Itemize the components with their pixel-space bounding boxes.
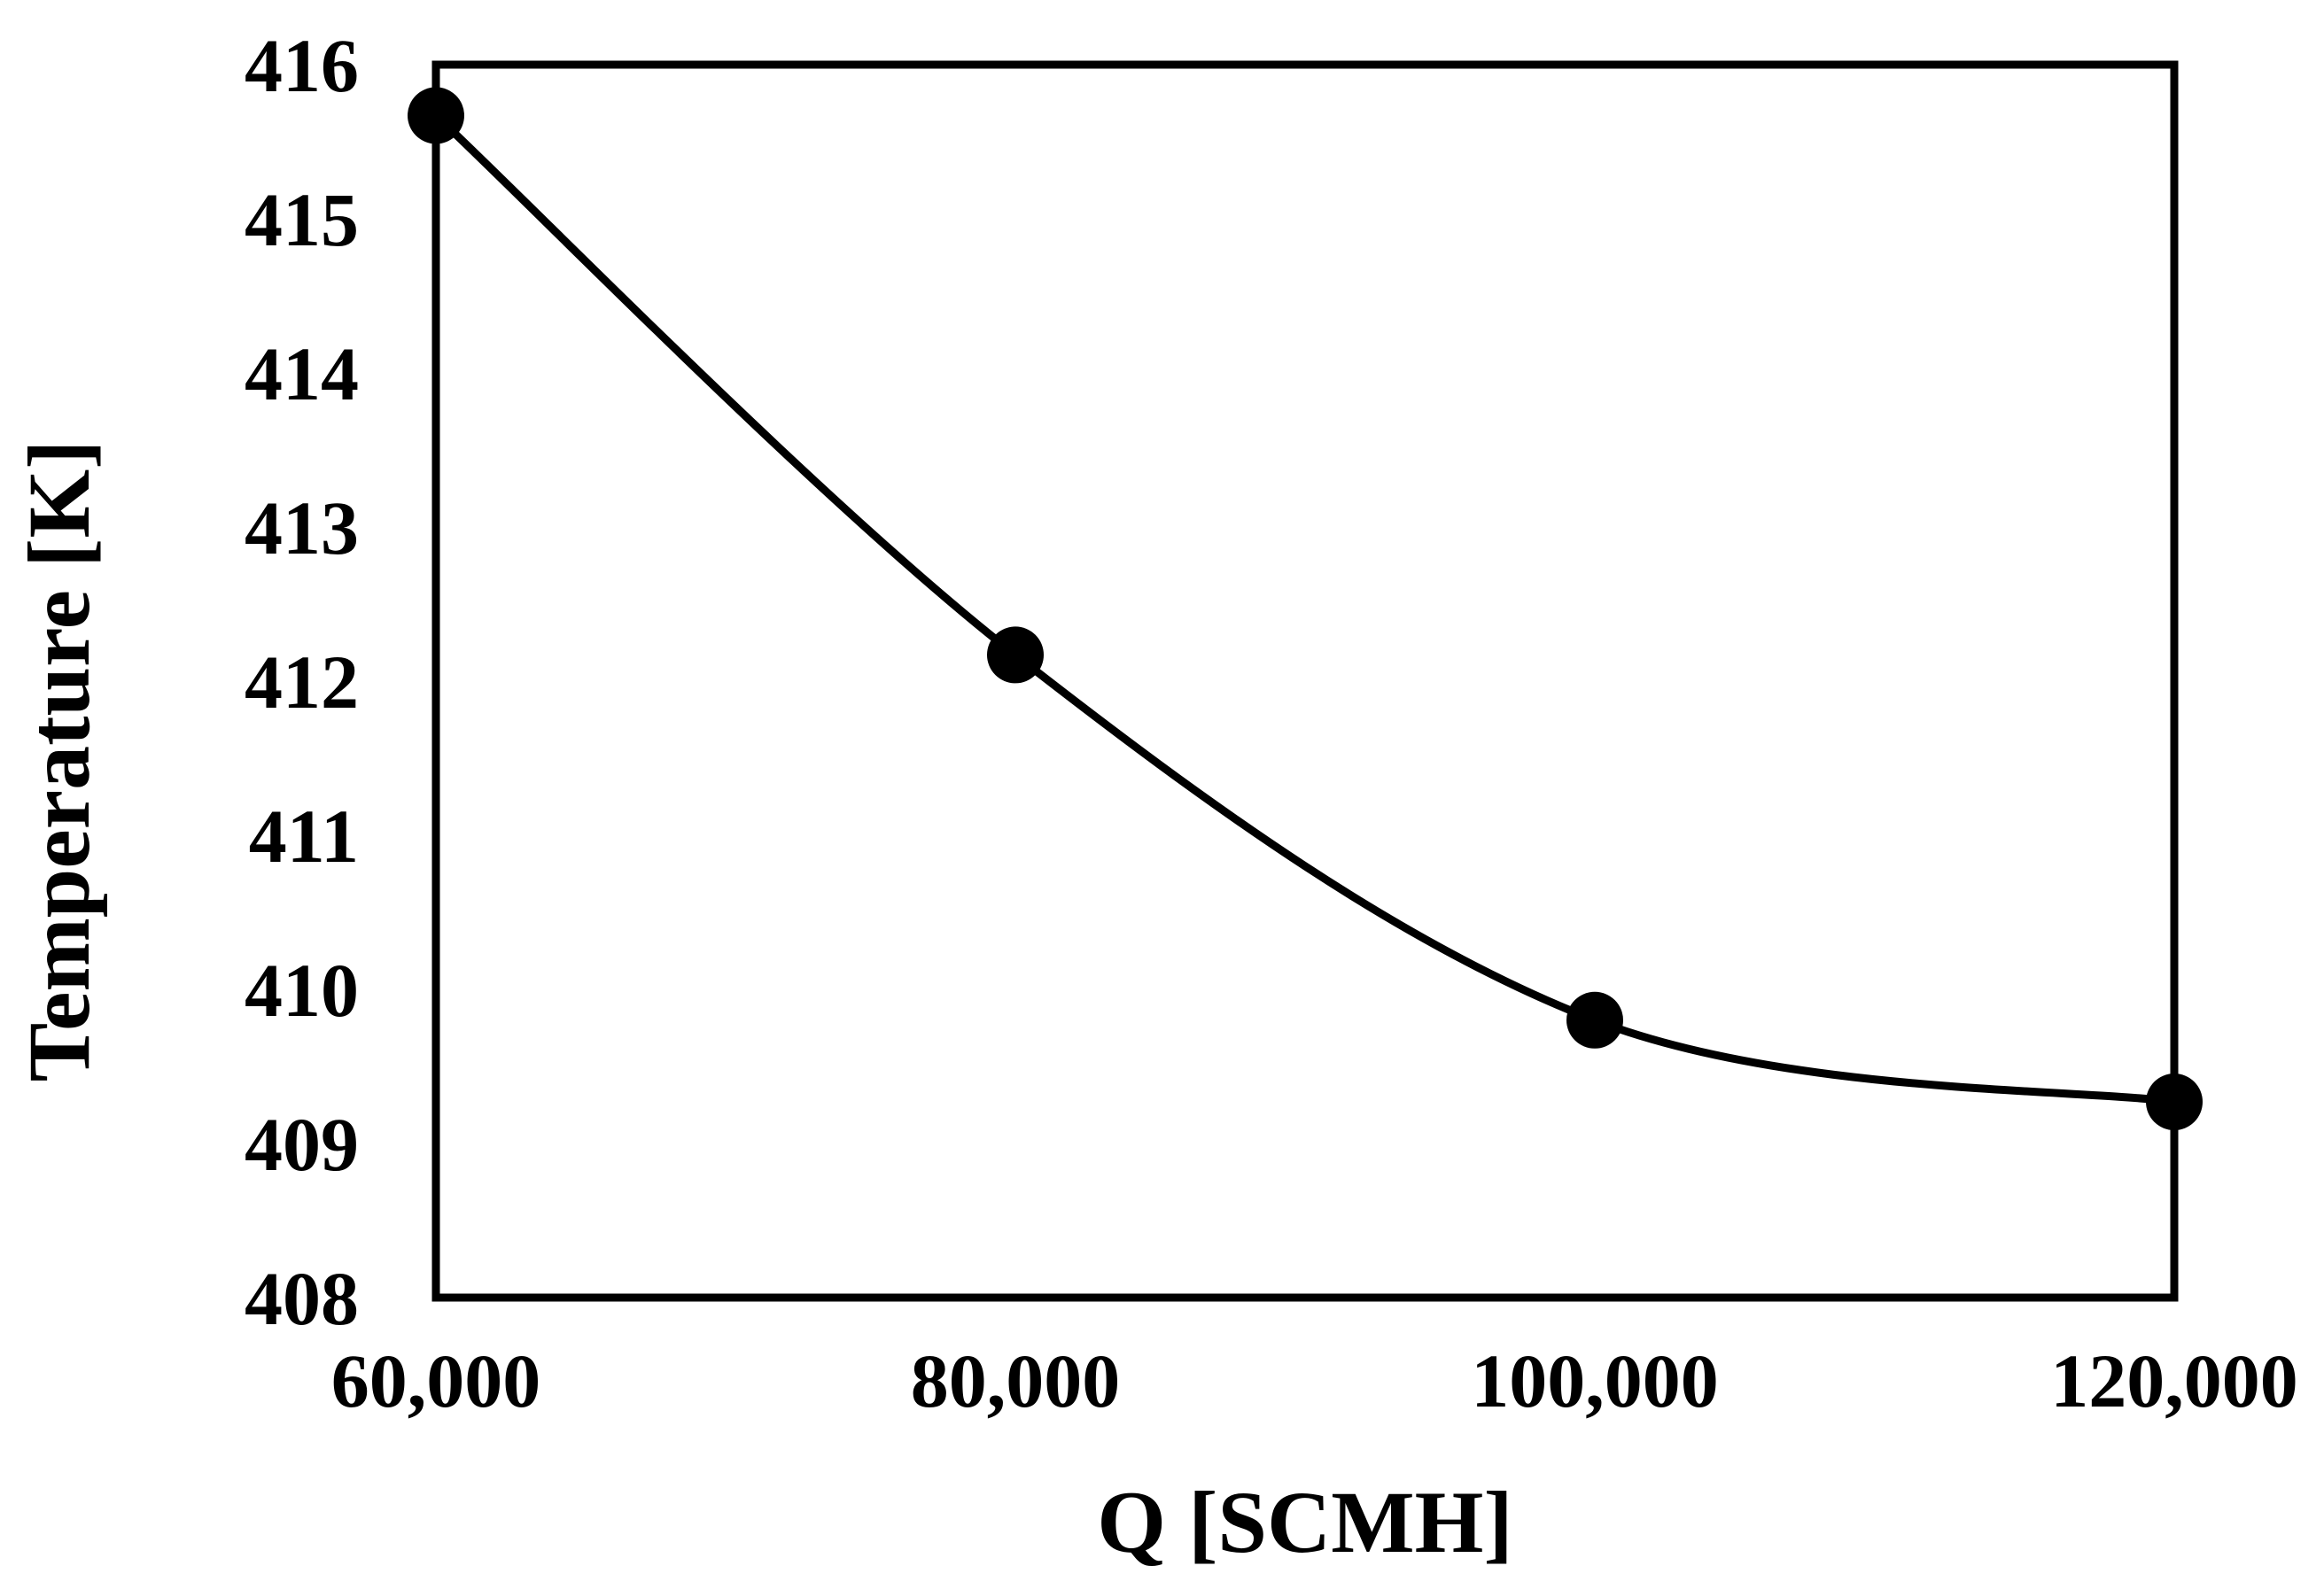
x-tick-label: 80,000 — [911, 1338, 1121, 1423]
y-tick-label: 409 — [245, 1102, 359, 1187]
y-tick-label: 415 — [245, 177, 359, 262]
x-axis-title: Q [SCMH] — [1097, 1473, 1512, 1571]
data-point — [987, 626, 1044, 684]
y-tick-label: 414 — [245, 331, 359, 416]
series-line — [431, 111, 2179, 1106]
y-tick-label: 408 — [245, 1256, 359, 1341]
x-tick-label: 120,000 — [2050, 1338, 2298, 1423]
y-tick-labels: 408 409 410 411 412 413 414 415 416 — [245, 23, 359, 1341]
x-tick-labels: 60,000 80,000 100,000 120,000 — [331, 1338, 2298, 1423]
data-point — [408, 87, 464, 144]
y-axis-title: Temperature [K] — [10, 440, 108, 1082]
y-tick-label: 412 — [245, 639, 359, 725]
y-tick-label: 416 — [245, 23, 359, 108]
plot-area-frame — [431, 60, 2179, 1302]
y-tick-label: 413 — [245, 485, 359, 570]
y-tick-label: 410 — [245, 948, 359, 1033]
x-tick-label: 100,000 — [1471, 1338, 1719, 1423]
y-tick-label: 411 — [249, 794, 359, 879]
data-point — [2146, 1074, 2203, 1131]
data-point — [1566, 991, 1623, 1049]
x-tick-label: 60,000 — [331, 1338, 541, 1423]
series-layer — [408, 87, 2203, 1131]
